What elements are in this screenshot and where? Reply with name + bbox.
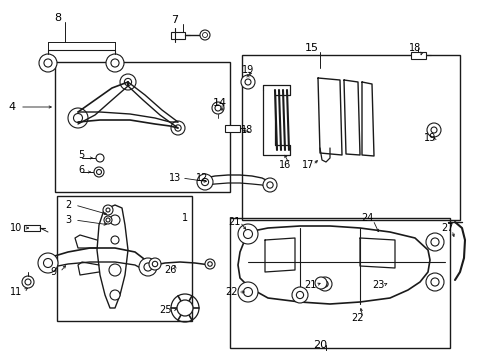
Text: 19: 19 [423,133,435,143]
Circle shape [152,261,157,267]
Circle shape [38,253,58,273]
Bar [24,225,40,231]
Circle shape [104,216,112,224]
Circle shape [317,277,331,291]
Text: 11: 11 [10,287,22,297]
Circle shape [244,79,250,85]
Circle shape [124,78,131,86]
Circle shape [201,179,208,186]
Text: 6: 6 [78,165,84,175]
Text: 27: 27 [441,223,453,233]
Circle shape [106,208,110,212]
Circle shape [430,127,436,133]
Circle shape [110,290,120,300]
Circle shape [106,54,124,72]
Bar [55,62,229,192]
Circle shape [430,238,438,246]
Circle shape [111,59,119,67]
Text: 12: 12 [195,173,208,183]
Circle shape [120,74,136,90]
Circle shape [171,121,184,135]
Text: 10: 10 [10,223,22,233]
Text: 23: 23 [371,280,384,290]
Circle shape [215,105,221,111]
Text: 22: 22 [351,313,364,323]
Circle shape [207,262,212,266]
Circle shape [44,59,52,67]
Circle shape [212,102,224,114]
Text: 17: 17 [301,160,314,170]
Circle shape [39,54,57,72]
Circle shape [73,113,82,122]
Text: 21: 21 [227,217,240,227]
Bar [171,32,184,39]
Circle shape [241,75,254,89]
Circle shape [243,288,252,297]
Text: 3: 3 [65,215,71,225]
Circle shape [103,205,113,215]
Bar [242,55,459,220]
Bar [409,51,425,59]
Text: 20: 20 [312,340,326,350]
Circle shape [314,277,326,289]
Text: 7: 7 [171,15,178,25]
Circle shape [106,218,110,222]
Text: 24: 24 [360,213,372,223]
Text: 14: 14 [212,98,226,108]
Circle shape [425,233,443,251]
Text: 13: 13 [168,173,181,183]
Circle shape [425,273,443,291]
Circle shape [426,123,440,137]
Text: 22: 22 [225,287,238,297]
Circle shape [143,263,152,271]
Text: 26: 26 [163,265,176,275]
Circle shape [321,281,327,287]
Text: 16: 16 [278,160,290,170]
Circle shape [139,258,157,276]
Text: 19: 19 [242,65,254,75]
Circle shape [266,182,273,188]
Circle shape [109,264,121,276]
Circle shape [263,178,276,192]
Text: 18: 18 [241,125,253,135]
Circle shape [94,167,104,177]
Circle shape [22,276,34,288]
Circle shape [25,279,31,285]
Circle shape [43,258,52,267]
Text: 15: 15 [305,43,318,53]
Circle shape [149,258,161,270]
Circle shape [68,108,88,128]
Circle shape [175,125,181,131]
Circle shape [296,291,303,298]
Circle shape [238,282,258,302]
Text: 18: 18 [408,43,420,53]
Text: 4: 4 [8,102,16,112]
Circle shape [197,174,213,190]
Text: 5: 5 [78,150,84,160]
Text: 2: 2 [65,200,71,210]
Text: 25: 25 [159,305,171,315]
Circle shape [177,300,193,316]
Circle shape [243,230,252,239]
Bar [57,196,192,321]
Text: 21: 21 [303,280,316,290]
Circle shape [111,236,119,244]
Circle shape [238,224,258,244]
Circle shape [110,215,120,225]
Circle shape [96,154,104,162]
Circle shape [291,287,307,303]
Circle shape [200,30,209,40]
Text: 8: 8 [54,13,61,23]
Circle shape [204,259,215,269]
Circle shape [430,278,438,286]
Bar [229,218,449,348]
Bar [224,125,239,131]
Text: 1: 1 [182,213,188,223]
Text: 9: 9 [50,267,56,277]
